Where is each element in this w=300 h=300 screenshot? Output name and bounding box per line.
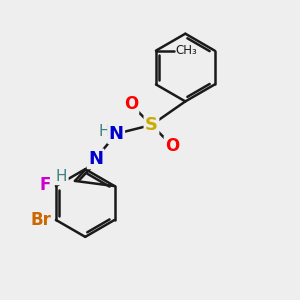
Text: N: N (88, 150, 103, 168)
Text: F: F (39, 176, 50, 194)
Text: O: O (165, 136, 179, 154)
Text: N: N (109, 125, 124, 143)
Text: CH₃: CH₃ (175, 44, 197, 57)
Text: H: H (98, 124, 110, 139)
Text: H: H (56, 169, 68, 184)
Text: Br: Br (30, 211, 51, 229)
Text: O: O (124, 95, 138, 113)
Text: S: S (145, 116, 158, 134)
